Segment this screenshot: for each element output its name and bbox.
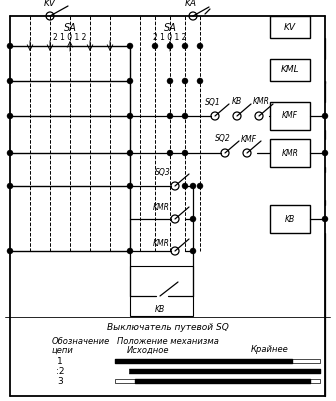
- Text: :2: :2: [56, 367, 64, 375]
- Circle shape: [171, 182, 179, 190]
- Circle shape: [233, 112, 241, 120]
- Text: KB: KB: [155, 306, 165, 314]
- Text: SQ1: SQ1: [205, 97, 221, 107]
- Circle shape: [182, 113, 188, 119]
- Text: KML: KML: [281, 65, 299, 75]
- Circle shape: [211, 112, 219, 120]
- Bar: [270, 205, 310, 233]
- Text: KMR: KMR: [153, 239, 169, 247]
- Circle shape: [190, 248, 196, 254]
- Circle shape: [127, 78, 133, 84]
- Text: KMR: KMR: [153, 203, 169, 211]
- Text: Выключатель путевой SQ: Выключатель путевой SQ: [107, 322, 229, 332]
- Bar: [270, 102, 310, 130]
- Circle shape: [7, 183, 13, 189]
- Circle shape: [7, 43, 13, 49]
- Text: SQ3: SQ3: [155, 168, 171, 176]
- Circle shape: [127, 150, 133, 156]
- Circle shape: [127, 43, 133, 49]
- Circle shape: [322, 150, 328, 156]
- Text: цепи: цепи: [52, 346, 74, 354]
- Circle shape: [127, 183, 133, 189]
- Bar: [270, 59, 310, 81]
- Text: KV: KV: [284, 22, 296, 32]
- Text: KMF: KMF: [241, 134, 257, 144]
- Text: KV: KV: [44, 0, 56, 8]
- Circle shape: [171, 215, 179, 223]
- Text: KMR: KMR: [253, 97, 269, 107]
- Circle shape: [167, 43, 173, 49]
- Circle shape: [243, 149, 251, 157]
- Circle shape: [167, 113, 173, 119]
- Circle shape: [171, 247, 179, 255]
- Circle shape: [127, 113, 133, 119]
- Text: Крайнее: Крайнее: [251, 346, 289, 354]
- Circle shape: [182, 150, 188, 156]
- Circle shape: [190, 183, 196, 189]
- Circle shape: [7, 78, 13, 84]
- Text: Положение механизма: Положение механизма: [117, 336, 219, 346]
- Bar: [270, 16, 310, 38]
- Bar: [270, 139, 310, 167]
- Text: SA: SA: [64, 23, 76, 33]
- Text: Обозначение: Обозначение: [52, 336, 110, 346]
- Text: SA: SA: [164, 23, 176, 33]
- Text: KB: KB: [232, 97, 242, 107]
- Circle shape: [7, 248, 13, 254]
- Circle shape: [182, 183, 188, 189]
- Bar: [130, 266, 193, 316]
- Text: Исходное: Исходное: [127, 346, 169, 354]
- Circle shape: [182, 43, 188, 49]
- Text: 2 1 0 1 2: 2 1 0 1 2: [53, 34, 87, 43]
- Circle shape: [197, 183, 203, 189]
- Text: KB: KB: [285, 215, 295, 223]
- Circle shape: [156, 292, 164, 300]
- Text: 2 1 0 1 2: 2 1 0 1 2: [153, 34, 187, 43]
- Circle shape: [221, 149, 229, 157]
- Circle shape: [189, 12, 197, 20]
- Circle shape: [322, 216, 328, 222]
- Circle shape: [197, 78, 203, 84]
- Text: SQ2: SQ2: [215, 134, 231, 144]
- Circle shape: [197, 43, 203, 49]
- Text: KMF: KMF: [282, 111, 298, 120]
- Text: KMR: KMR: [282, 148, 298, 158]
- Bar: [115, 379, 320, 383]
- Circle shape: [46, 12, 54, 20]
- Bar: [115, 369, 320, 373]
- Circle shape: [152, 43, 158, 49]
- Circle shape: [255, 112, 263, 120]
- Circle shape: [7, 113, 13, 119]
- Circle shape: [7, 150, 13, 156]
- Circle shape: [190, 216, 196, 222]
- Circle shape: [322, 113, 328, 119]
- Text: 3: 3: [57, 377, 63, 385]
- Circle shape: [167, 78, 173, 84]
- Text: KA: KA: [185, 0, 197, 8]
- Bar: [115, 359, 320, 363]
- Circle shape: [182, 78, 188, 84]
- Circle shape: [127, 248, 133, 254]
- Text: 1: 1: [57, 356, 63, 365]
- Circle shape: [167, 150, 173, 156]
